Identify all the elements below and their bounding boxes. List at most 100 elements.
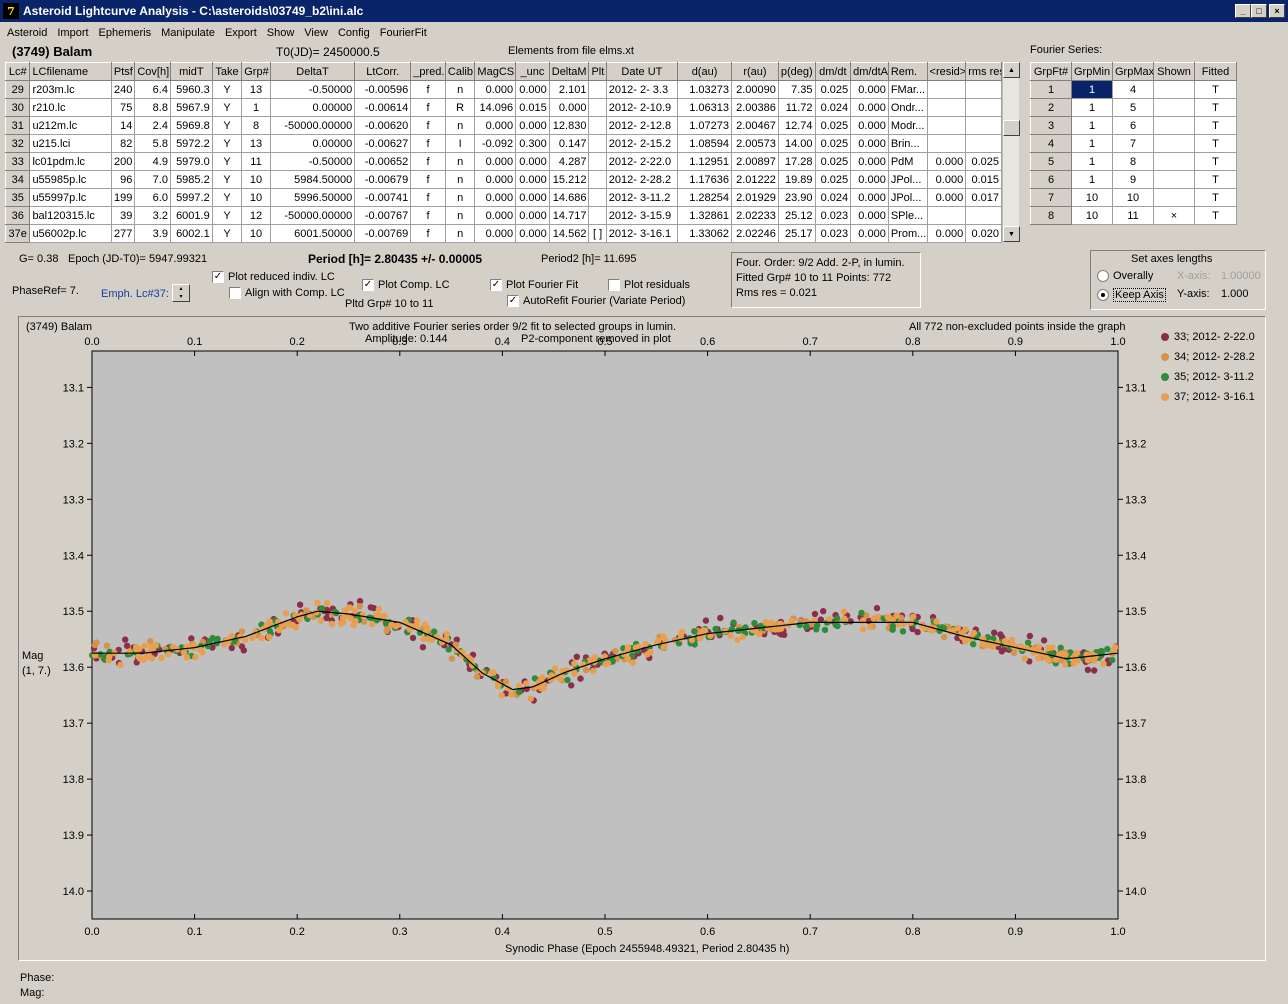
table-cell[interactable]: 14.00 — [777, 134, 816, 153]
table-cell[interactable]: f — [410, 98, 446, 117]
table-cell[interactable]: -0.00652 — [354, 152, 412, 171]
table-cell[interactable] — [926, 134, 967, 153]
table-cell[interactable]: T — [1194, 134, 1237, 153]
table-cell[interactable]: Y — [211, 224, 243, 243]
table-cell[interactable]: 12.830 — [548, 116, 590, 135]
table-cell[interactable]: 2012- 2-12.8 — [605, 116, 679, 135]
table-cell[interactable]: 96 — [110, 170, 136, 189]
table-cell[interactable]: 4 — [1112, 80, 1154, 99]
table-cell[interactable]: 0.000 — [515, 206, 550, 225]
table-cell[interactable]: f — [410, 134, 446, 153]
table-cell[interactable]: JPol... — [887, 170, 928, 189]
table-cell[interactable] — [1153, 152, 1195, 171]
table-cell[interactable]: 10 — [1112, 188, 1154, 207]
table-cell[interactable]: 11 — [1112, 206, 1154, 225]
row-number[interactable]: 29 — [4, 80, 31, 99]
y-axis-value[interactable]: 1.000 — [1221, 288, 1249, 300]
table-cell[interactable]: 0.000 — [850, 224, 889, 243]
table-cell[interactable]: 3.2 — [134, 206, 171, 225]
table-cell[interactable]: 3.9 — [134, 224, 171, 243]
plot-area[interactable]: (3749) Balam Two additive Fourier series… — [18, 316, 1266, 961]
row-number[interactable]: 34 — [4, 170, 31, 189]
table-cell[interactable]: 6001.9 — [169, 206, 213, 225]
row-number[interactable]: 8 — [1030, 206, 1072, 225]
table-cell[interactable]: 0.000 — [515, 188, 550, 207]
table-cell[interactable]: -0.50000 — [269, 152, 356, 171]
scroll-down-arrow-icon[interactable]: ▼ — [1003, 226, 1020, 242]
table-row[interactable]: 31 u212m.lc 14 2.4 5969.8 Y 8 -50000.00000 -0.00… — [4, 116, 1002, 135]
table-cell[interactable] — [588, 134, 607, 153]
table-cell[interactable]: 14.096 — [474, 98, 517, 117]
table-cell[interactable]: 199 — [110, 188, 136, 207]
table-cell[interactable]: 11 — [241, 152, 271, 171]
table-cell[interactable] — [1153, 98, 1195, 117]
table-cell[interactable]: 0.024 — [814, 98, 852, 117]
row-number[interactable]: 35 — [4, 188, 31, 207]
table-cell[interactable]: 1 — [1071, 134, 1113, 153]
table-cell[interactable]: 5972.2 — [169, 134, 213, 153]
table-cell[interactable]: Prom... — [887, 224, 928, 243]
table-cell[interactable]: 1.12951 — [677, 152, 733, 171]
table-cell[interactable]: 11.72 — [777, 98, 816, 117]
table-cell[interactable]: 0.023 — [814, 224, 852, 243]
table-cell[interactable]: 5960.3 — [169, 80, 213, 99]
table-cell[interactable]: 8 — [1112, 152, 1154, 171]
table-cell[interactable]: 14.562 — [548, 224, 590, 243]
col-header[interactable]: Ptsf — [110, 62, 136, 81]
table-cell[interactable]: 2.4 — [134, 116, 171, 135]
table-cell[interactable]: 0.000 — [926, 188, 967, 207]
table-cell[interactable]: 39 — [110, 206, 136, 225]
table-cell[interactable] — [588, 98, 607, 117]
table-cell[interactable]: 0.000 — [515, 116, 550, 135]
row-number[interactable]: 36 — [4, 206, 31, 225]
table-cell[interactable]: 2012- 3-16.1 — [605, 224, 679, 243]
col-header[interactable]: DeltaM — [548, 62, 590, 81]
menu-ephemeris[interactable]: Ephemeris — [98, 26, 152, 39]
col-header[interactable]: Take — [211, 62, 243, 81]
table-cell[interactable]: Modr... — [887, 116, 928, 135]
table-cell[interactable]: Ondr... — [887, 98, 928, 117]
table-cell[interactable]: 200 — [110, 152, 136, 171]
table-cell[interactable]: 7 — [1112, 134, 1154, 153]
table-row[interactable]: 37e u56002p.lc 277 3.9 6002.1 Y 10 6001.50000 -0… — [4, 224, 1002, 243]
col-header[interactable]: dm/dtA — [850, 62, 889, 81]
table-cell[interactable]: 0.000 — [850, 98, 889, 117]
col-header[interactable]: GrpFt# — [1030, 62, 1072, 81]
table-cell[interactable]: 14.717 — [548, 206, 590, 225]
table-cell[interactable]: 0.000 — [474, 152, 517, 171]
table-cell[interactable]: u215.lci — [29, 134, 112, 153]
scroll-up-arrow-icon[interactable]: ▲ — [1003, 62, 1020, 78]
table-cell[interactable]: 2.00897 — [731, 152, 779, 171]
table-cell[interactable]: 25.12 — [777, 206, 816, 225]
table-cell[interactable]: 0.000 — [850, 152, 889, 171]
table-cell[interactable]: 2.00467 — [731, 116, 779, 135]
table-cell[interactable]: 0.000 — [515, 152, 550, 171]
table-cell[interactable]: 1.28254 — [677, 188, 733, 207]
table-cell[interactable]: 240 — [110, 80, 136, 99]
table-cell[interactable]: 0.000 — [850, 116, 889, 135]
table-cell[interactable]: 0.300 — [515, 134, 550, 153]
table-cell[interactable]: 1.03273 — [677, 80, 733, 99]
table-cell[interactable]: 0.000 — [548, 98, 590, 117]
table-cell[interactable]: n — [444, 152, 476, 171]
plot-reduced-checkbox[interactable]: ✓ Plot reduced indiv. LC — [212, 271, 335, 283]
table-cell[interactable]: n — [444, 116, 476, 135]
table-cell[interactable]: n — [444, 188, 476, 207]
menu-asteroid[interactable]: Asteroid — [7, 26, 48, 39]
table-cell[interactable]: T — [1194, 80, 1237, 99]
table-cell[interactable]: 17.28 — [777, 152, 816, 171]
row-number[interactable]: 30 — [4, 98, 31, 117]
table-cell[interactable]: 0.000 — [926, 224, 967, 243]
col-header[interactable]: Rem. — [887, 62, 928, 81]
table-cell[interactable]: f — [410, 80, 446, 99]
row-number[interactable]: 2 — [1030, 98, 1072, 117]
table-cell[interactable]: n — [444, 170, 476, 189]
col-header[interactable]: GrpMin — [1071, 62, 1113, 81]
table-cell[interactable] — [965, 134, 1002, 153]
table-cell[interactable]: 12.74 — [777, 116, 816, 135]
table-cell[interactable]: 5967.9 — [169, 98, 213, 117]
table-cell[interactable]: 0.000 — [515, 80, 550, 99]
table-cell[interactable]: 1.08594 — [677, 134, 733, 153]
table-cell[interactable]: n — [444, 80, 476, 99]
